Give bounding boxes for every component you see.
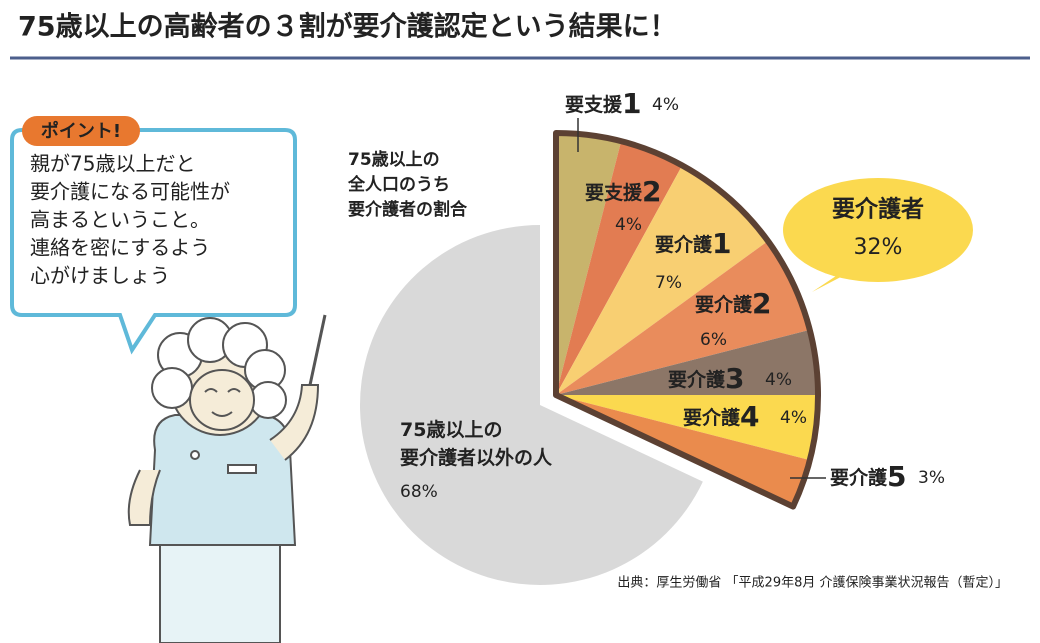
slice-value: 4%	[780, 408, 807, 428]
slice-label: 要介護3	[668, 362, 745, 395]
group-outline	[553, 130, 821, 510]
slice-value: 6%	[700, 330, 727, 350]
slice-label: 要介護5	[830, 460, 907, 493]
callout-badge	[22, 116, 140, 146]
slice-value: 68%	[400, 482, 438, 502]
pie-slice	[556, 241, 810, 395]
slice-label: 要介護1	[655, 227, 732, 260]
slice-label: 要支援2	[585, 175, 662, 208]
pie-slice	[360, 225, 703, 585]
group-name: 要介護者	[832, 196, 924, 223]
slice-label: 75歳以上の要介護者以外の人	[400, 419, 553, 469]
callout-line: 要介護になる可能性が	[30, 180, 230, 204]
slice-label: 要介護4	[683, 400, 760, 433]
source: 出典：厚生労働省 「平成29年8月 介護保険事業状況報告（暫定）」	[617, 575, 1008, 591]
caption-line: 75歳以上の	[348, 149, 440, 170]
pie-slice	[556, 133, 622, 395]
callout-line: 心がけましょう	[30, 264, 170, 288]
callout-line: 高まるということ。	[30, 208, 210, 232]
callout-box	[10, 128, 297, 355]
callout-line: 親が75歳以上だと	[30, 152, 195, 176]
pie-slice	[556, 395, 818, 461]
slice-value: 4%	[652, 95, 679, 115]
sheep-illustration	[127, 314, 327, 643]
slice-label: 要支援1	[565, 87, 642, 120]
slice-label: 要介護2	[695, 287, 772, 320]
pie-slice	[556, 329, 818, 395]
group-value: 32%	[854, 235, 903, 260]
caption-line: 要介護者の割合	[348, 199, 468, 220]
callout-badge-text: ポイント!	[41, 120, 121, 142]
pie-slice	[556, 141, 683, 395]
slice-value: 7%	[655, 273, 682, 293]
group-bubble	[783, 178, 973, 282]
slice-value: 4%	[615, 215, 642, 235]
callout-text: ポイント! 親が75歳以上だと要介護になる可能性が高まるということ。連絡を密にする…	[30, 120, 230, 288]
caption-line: 全人口のうち	[347, 174, 450, 195]
chart-title: 75歳以上の高齢者の３割が要介護認定という結果に！	[18, 11, 677, 43]
slice-value: 4%	[765, 370, 792, 390]
slice-value: 3%	[918, 468, 945, 488]
pie-slice	[556, 165, 768, 395]
callout-line: 連絡を密にするよう	[30, 236, 210, 260]
